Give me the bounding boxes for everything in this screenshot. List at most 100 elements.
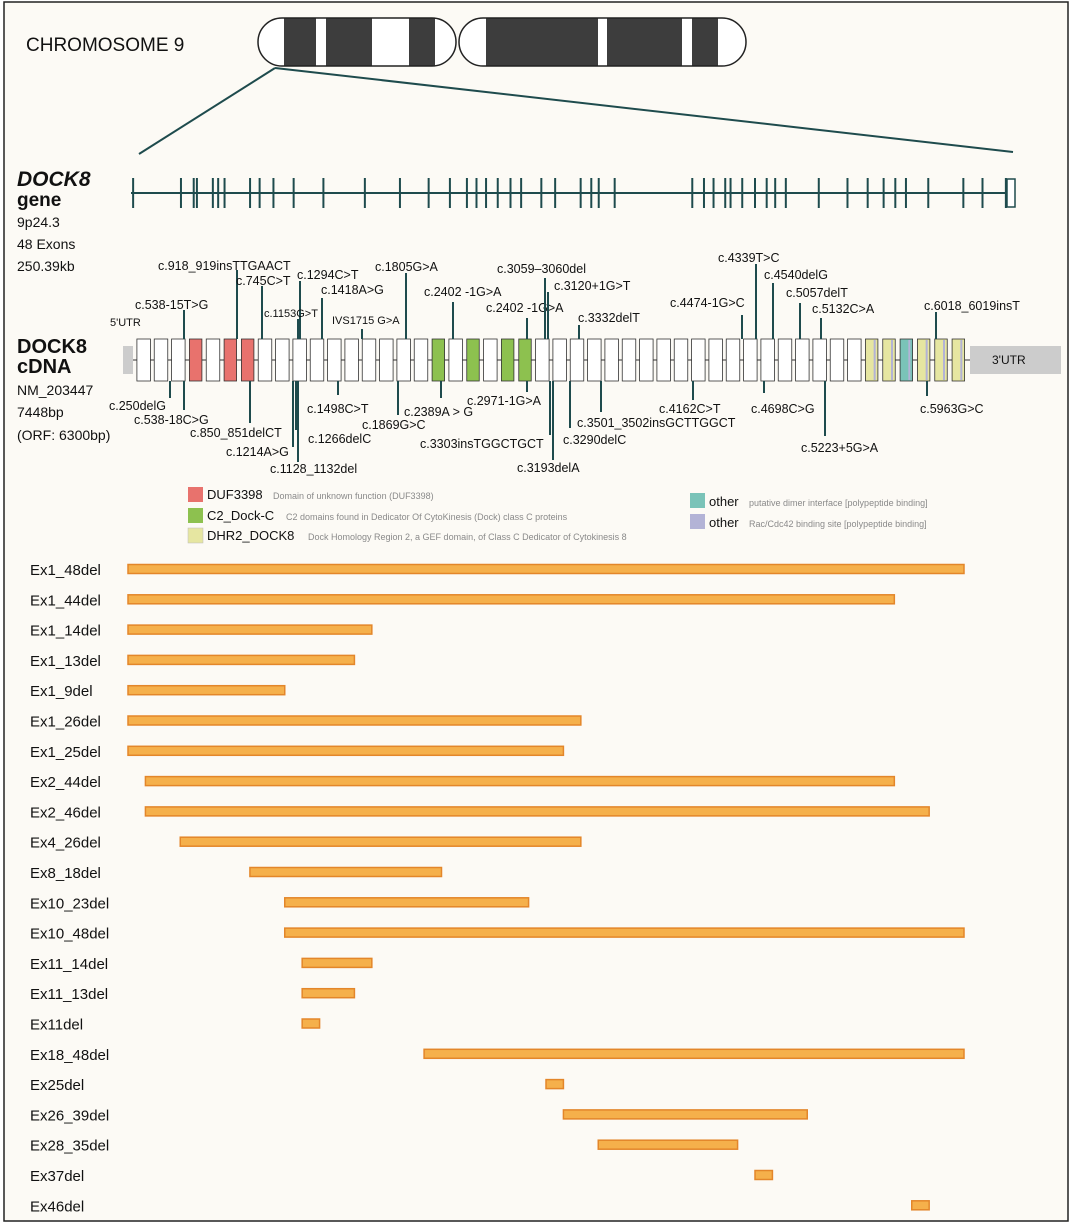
mutation-label-above: c.6018_6019insT [924, 299, 1020, 313]
chrom-band [284, 18, 316, 66]
cdna-exon [361, 338, 377, 382]
deletion-label: Ex37del [30, 1168, 84, 1185]
gene-last-exon [1006, 178, 1016, 208]
deletion-label: Ex10_23del [30, 895, 109, 912]
deletion-label: Ex4_26del [30, 835, 101, 852]
utr3-box [970, 346, 1061, 374]
cdna-exon [587, 338, 602, 382]
mutation-label-above: c.5057delT [786, 286, 848, 300]
deletion-chart: Ex1_48del Ex1_44del Ex1_14del Ex1_13del Ex1_… [30, 562, 965, 1215]
deletion-bar [127, 654, 356, 666]
mutation-label-above: c.2402 -1G>A [486, 301, 564, 315]
cdna-exon [621, 338, 637, 382]
cdna-exon [275, 338, 290, 382]
mutation-label-below: c.250delG [109, 399, 166, 413]
zoom-line-right [274, 67, 1014, 153]
deletion-bar [144, 775, 896, 787]
cdna-exon [639, 338, 654, 382]
mutation-label-below: c.1266delC [308, 432, 371, 446]
legend-name-dimer: other [709, 494, 739, 509]
legend-swatch-duf3398 [188, 487, 203, 502]
cdna-exon [327, 338, 342, 382]
chrom-band [409, 18, 435, 66]
cdna-exon [136, 338, 151, 382]
cdna-exon [379, 338, 394, 382]
legend-desc-duf3398: Domain of unknown function (DUF3398) [273, 491, 434, 501]
deletion-bar [127, 624, 373, 635]
deletion-bar [423, 1048, 965, 1060]
mutation-label-below: c.3290delC [563, 433, 626, 447]
gene-name-suffix: gene [17, 190, 61, 211]
mutation-label-above: c.4474-1G>C [670, 296, 745, 310]
legend-name-rac: other [709, 515, 739, 530]
deletion-label: Ex25del [30, 1077, 84, 1094]
cdna-exon [466, 338, 480, 382]
binding-site-stripe [873, 340, 876, 380]
mutation-label-above: c.3120+1G>T [554, 279, 631, 293]
deletion-bar [284, 897, 530, 908]
deletion-label: Ex1_48del [30, 562, 101, 579]
cdna-exon [257, 338, 273, 382]
cdna-exon [535, 338, 550, 382]
cdna-exon [899, 338, 913, 382]
mutation-label-below: c.3193delA [517, 461, 580, 475]
cdna-exon [153, 338, 169, 382]
cdna-exon [241, 338, 255, 382]
binding-site-stripe [960, 340, 963, 380]
cdna-exon [847, 338, 862, 382]
deletion-bar [127, 563, 965, 575]
deletion-label: Ex1_9del [30, 683, 93, 700]
mutation-label-above: c.745C>T [236, 274, 291, 288]
cdna-exon [760, 338, 775, 382]
gene-exon-ticks [132, 178, 1007, 208]
deletion-label: Ex1_44del [30, 592, 101, 609]
mutation-label-above: c.1805G>A [375, 260, 439, 274]
deletion-label: Ex1_25del [30, 744, 101, 761]
cdna-exon [448, 338, 463, 382]
deletion-bar [562, 1109, 809, 1120]
mutation-label-below: c.3501_3502insGCTTGGCT [577, 416, 736, 430]
cdna-orf: (ORF: 6300bp) [17, 427, 110, 443]
mutation-label-below: c.1128_1132del [270, 462, 357, 476]
mutation-label-above: c.1153G>T [264, 308, 318, 320]
deletion-label: Ex1_13del [30, 653, 101, 670]
chrom-band [486, 18, 598, 66]
deletion-bar [301, 1018, 321, 1029]
gene-name: DOCK8 [17, 168, 91, 191]
deletion-bar [127, 684, 286, 696]
cdna-exon [552, 338, 567, 382]
legend-desc-rac: Rac/Cdc42 binding site [polypeptide bind… [749, 519, 927, 529]
deletion-bar [127, 594, 896, 605]
cdna-exon [483, 338, 498, 382]
legend-swatch-dimer [690, 493, 705, 508]
cdna-exons [136, 338, 965, 382]
zoom-line-left [138, 67, 276, 155]
utr5-box [123, 346, 133, 374]
mutation-label-above: c.3059–3060del [497, 262, 586, 276]
binding-site-stripe [891, 340, 893, 380]
chrom-band [692, 18, 718, 66]
cdna-exon [777, 338, 793, 382]
gene-band: 9p24.3 [17, 214, 60, 230]
deletion-bar [249, 866, 443, 878]
deletion-bar [127, 745, 565, 757]
utr3-label: 3'UTR [992, 353, 1026, 367]
deletion-bar [301, 987, 356, 999]
gene-size: 250.39kb [17, 258, 75, 274]
chromosome-title: CHROMOSOME 9 [26, 35, 184, 56]
mutation-label-below: c.1498C>T [307, 402, 369, 416]
gene-exons: 48 Exons [17, 236, 75, 252]
deletion-label: Ex26_39del [30, 1107, 109, 1124]
deletion-label: Ex46del [30, 1198, 84, 1215]
chromosome-q-arm [459, 18, 746, 66]
binding-site-stripe [943, 340, 945, 380]
mutation-label-above: c.4339T>C [718, 251, 780, 265]
mutation-label-below: c.4698C>G [751, 402, 815, 416]
mutation-label-above: IVS1715 G>A [332, 315, 400, 327]
cdna-exon [413, 338, 429, 382]
deletion-label: Ex18_48del [30, 1047, 109, 1064]
mutation-label-above: c.3332delT [578, 311, 640, 325]
deletion-bar [179, 836, 582, 847]
